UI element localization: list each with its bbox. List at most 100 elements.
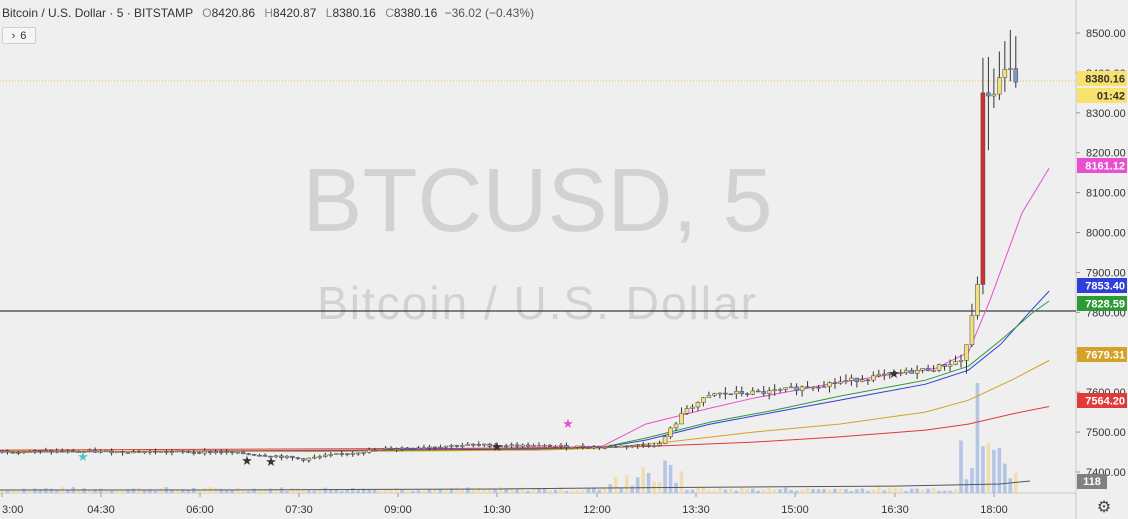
candle-body (87, 450, 92, 452)
moving-average-line (0, 290, 1050, 453)
volume-bar (230, 490, 234, 493)
volume-bar (296, 488, 300, 493)
indicators-toggle-button[interactable]: › 6 (2, 27, 36, 44)
candle-body (164, 451, 169, 453)
price-label-bg (1077, 278, 1127, 293)
volume-bar (104, 490, 108, 493)
candle-body (750, 390, 756, 395)
volume-bar (498, 487, 503, 493)
candle-body (344, 453, 350, 455)
candle-body (947, 364, 953, 367)
candle-body (295, 457, 301, 459)
volume-bar (246, 490, 251, 493)
candle-body (498, 445, 503, 447)
star-marker-icon: ★ (265, 454, 277, 469)
volume-bar (750, 488, 755, 493)
candle-body (350, 452, 355, 455)
volume-bar (712, 490, 717, 493)
candle-body (257, 454, 262, 457)
volume-bar (323, 487, 328, 493)
candle-body (1002, 69, 1008, 78)
volume-bar (416, 490, 421, 493)
candle-body (673, 423, 679, 429)
volume-bar (942, 490, 947, 493)
candle-body (958, 360, 964, 362)
volume-bar (504, 488, 508, 493)
volume-bar (192, 488, 196, 493)
candle-body (586, 447, 591, 449)
candle-body (969, 315, 975, 345)
volume-bar (909, 488, 914, 493)
volume-bar (729, 488, 733, 493)
candle-body (788, 386, 794, 389)
volume-bar (613, 476, 618, 493)
candle-body (136, 451, 142, 453)
volume-bar (811, 488, 815, 493)
volume-bar (794, 490, 799, 493)
volume-bar (526, 490, 530, 493)
volume-bar (44, 488, 48, 493)
volume-bar (926, 488, 930, 493)
price-label-bg (1077, 393, 1127, 408)
price-label-bg (1077, 158, 1127, 173)
price-label: 7828.59 (1085, 299, 1125, 311)
symbol-title[interactable]: Bitcoin / U.S. Dollar · 5 · BITSTAMP (2, 6, 193, 20)
candle-body (646, 444, 651, 447)
volume-bar (93, 489, 97, 493)
volume-bar (345, 490, 350, 493)
volume-bar (959, 440, 963, 493)
candle-body (405, 447, 410, 450)
volume-bar (126, 489, 130, 493)
volume-bar (181, 489, 185, 493)
volume-bar (827, 490, 832, 493)
x-tick-label: 18:00 (980, 504, 1008, 516)
volume-bar (871, 489, 876, 493)
candle-body (131, 451, 136, 454)
candle-body (416, 447, 421, 450)
moving-average-line (0, 167, 1050, 453)
candle-body (394, 448, 399, 451)
price-label: 7679.31 (1085, 350, 1125, 362)
candle-body (251, 454, 257, 456)
price-label-bg (1077, 88, 1127, 103)
candle-body (240, 451, 246, 455)
candle-body (27, 451, 32, 453)
candle-body (1008, 68, 1013, 70)
star-marker-icon: ★ (241, 453, 253, 468)
volume-bar (761, 489, 766, 493)
x-tick-label: 3:00 (2, 504, 23, 516)
volume-bar (537, 488, 541, 493)
volume-bar (707, 489, 711, 493)
volume-bar (460, 489, 465, 493)
candle-body (547, 444, 553, 447)
volume-bar (422, 490, 426, 493)
change-value: −36.02 (−0.43%) (444, 6, 534, 20)
volume-bar (389, 489, 393, 493)
volume-bar (33, 488, 37, 493)
volume-bar (553, 489, 558, 493)
x-tick-label: 13:30 (682, 504, 710, 516)
candle-body (235, 451, 240, 454)
y-tick-label: 7900.00 (1086, 267, 1126, 279)
candle-body (849, 377, 854, 381)
candle-body (38, 450, 43, 452)
candle-body (564, 444, 569, 448)
candle-body (32, 450, 38, 452)
volume-bar (148, 489, 152, 493)
volume-bar (268, 488, 273, 493)
volume-bar (931, 488, 936, 493)
candle-body (514, 444, 520, 447)
candle-body (70, 450, 76, 453)
candle-body (553, 445, 558, 448)
candle-body (186, 451, 191, 453)
volume-bar (329, 489, 333, 493)
candle-body (810, 386, 816, 389)
gear-icon[interactable]: ⚙ (1096, 499, 1112, 516)
volume-bar (427, 489, 432, 493)
candle-body (268, 455, 273, 458)
volume-bar (740, 487, 744, 493)
close-value: 8380.16 (393, 6, 438, 20)
candle-body (290, 455, 295, 458)
candle-body (723, 392, 728, 395)
